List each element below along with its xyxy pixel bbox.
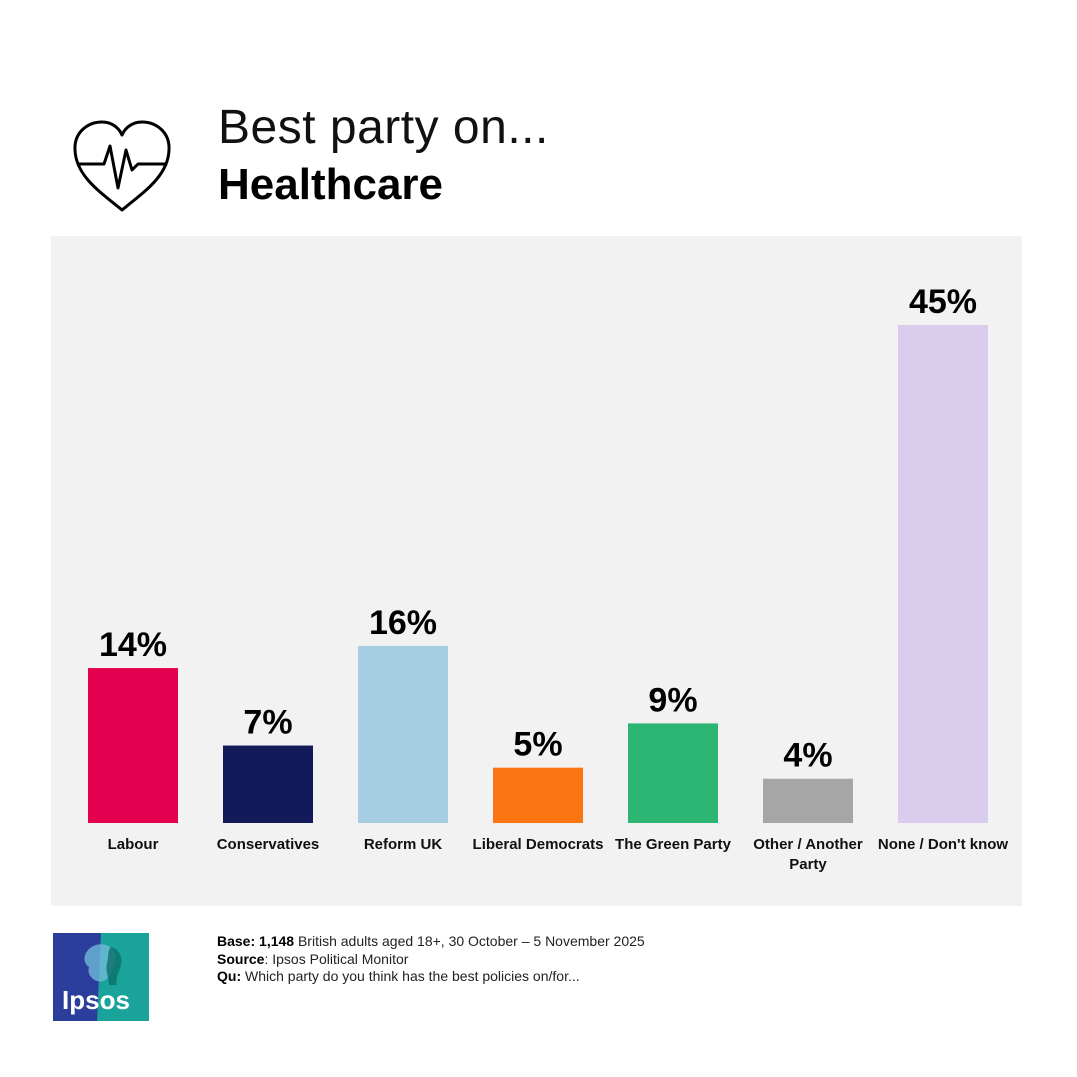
value-label-conservatives: 7% — [243, 704, 292, 742]
footer-base: Base: 1,148 British adults aged 18+, 30 … — [217, 933, 645, 949]
value-label-other-another-party: 4% — [783, 737, 832, 775]
category-label-none-don-t-know: None / Don't know — [878, 836, 1009, 853]
chart-panel: 14% Labour 7% Conservatives 16% Reform UK 5% Li… — [51, 236, 1022, 906]
bar-conservatives — [223, 745, 313, 823]
chart-title-line1: Best party on... — [218, 101, 549, 154]
chart-footer: Base: 1,148 British adults aged 18+, 30 … — [217, 933, 645, 986]
footer-source: Source: Ipsos Political Monitor — [217, 950, 409, 967]
category-label-conservatives: Conservatives — [217, 836, 320, 853]
chart-title-line2: Healthcare — [218, 160, 444, 209]
ipsos-logo-text: Ipsos — [62, 985, 130, 1015]
ipsos-logo: Ipsos — [53, 933, 149, 1021]
value-label-the-green-party: 9% — [648, 681, 697, 719]
category-label-other-another-party: Other / Another Party — [753, 836, 863, 873]
bar-other-another-party — [763, 778, 853, 823]
category-label-labour: Labour — [108, 836, 159, 853]
bar-none-don-t-know — [898, 325, 988, 823]
heart-pulse-icon — [73, 120, 171, 212]
bar-chart: 14% Labour 7% Conservatives 16% Reform UK 5% Li… — [88, 283, 1009, 873]
value-label-reform-uk: 16% — [369, 604, 437, 642]
bar-labour — [88, 668, 178, 823]
bar-the-green-party — [628, 723, 718, 823]
bar-reform-uk — [358, 645, 448, 823]
category-label-liberal-democrats: Liberal Democrats — [473, 836, 604, 853]
category-label-the-green-party: The Green Party — [615, 836, 732, 853]
category-label-reform-uk: Reform UK — [364, 836, 443, 853]
value-label-labour: 14% — [99, 626, 167, 664]
value-label-liberal-democrats: 5% — [513, 726, 562, 764]
footer-question: Qu: Which party do you think has the bes… — [217, 968, 580, 984]
bar-liberal-democrats — [493, 767, 583, 823]
value-label-none-don-t-know: 45% — [909, 283, 977, 321]
